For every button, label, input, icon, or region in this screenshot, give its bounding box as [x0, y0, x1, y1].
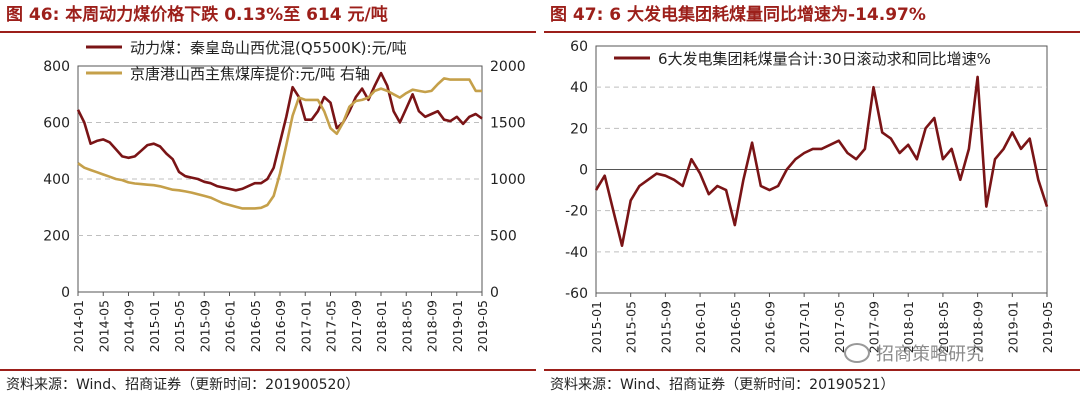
left-x-tick-label: 2018-01 [374, 300, 389, 352]
right-figure-title: 图 47: 6 大发电集团耗煤量同比增速为-14.97% [550, 5, 926, 25]
watermark-label: 招商策略研究 [876, 344, 984, 365]
left-x-tick-label: 2015-09 [197, 300, 212, 352]
right-x-tick-label: 2018-09 [971, 301, 986, 353]
left-y-tick-label: 200 [43, 229, 70, 245]
left-y2-tick-label: 0 [490, 285, 499, 301]
left-source-note: 资料来源：Wind、招商证券（更新时间：201900520） [6, 377, 360, 393]
right-y-tick-label: 20 [570, 121, 588, 137]
right-series-line-0 [594, 75, 1049, 247]
right-chart-panel: 图 47: 6 大发电集团耗煤量同比增速为-14.97% -60 -40 -20 0 2… [544, 0, 1080, 404]
right-x-tick-label: 2019-01 [1005, 301, 1020, 353]
left-x-tick-label: 2017-05 [324, 300, 339, 352]
left-y2-tick-label: 2000 [490, 59, 526, 75]
watermark: 招商策略研究 [844, 342, 984, 368]
right-x-tick-label: 2017-05 [832, 301, 847, 353]
wechat-icon [844, 343, 870, 363]
right-y-tick-label: 60 [570, 39, 588, 55]
left-legend-label-1: 京唐港山西主焦煤库提价:元/吨 右轴 [130, 65, 370, 83]
left-chart-panel: 图 46: 本周动力煤价格下跌 0.13%至 614 元/吨 0 200 400 60… [0, 0, 536, 404]
right-y-tick-label: -20 [565, 204, 588, 220]
left-y-tick-label: 600 [43, 116, 70, 132]
right-source-note: 资料来源：Wind、招商证券（更新时间：20190521） [550, 377, 895, 393]
left-x-tick-label: 2018-05 [399, 300, 414, 352]
left-x-tick-label: 2014-05 [96, 300, 111, 352]
right-x-tick-label: 2016-05 [728, 301, 743, 353]
left-x-tick-label: 2019-05 [475, 300, 490, 352]
right-x-tick-label: 2018-01 [901, 301, 916, 353]
left-x-tick-label: 2016-09 [273, 300, 288, 352]
right-x-tick-label: 2018-05 [936, 301, 951, 353]
right-x-tick-label: 2019-05 [1040, 301, 1055, 353]
right-legend-label-0: 6大发电集团耗煤量合计:30日滚动求和同比增速% [658, 50, 991, 68]
left-series-line-1 [77, 77, 482, 210]
left-x-tick-label: 2014-09 [122, 300, 137, 352]
left-x-tick-label: 2014-01 [71, 300, 86, 352]
left-series-line-0 [76, 71, 483, 192]
right-bottom-rule [544, 369, 1080, 371]
left-y2-tick-label: 500 [490, 229, 517, 245]
right-y-tick-label: 40 [570, 80, 588, 96]
right-x-tick-label: 2017-09 [867, 301, 882, 353]
right-x-tick-label: 2015-09 [658, 301, 673, 353]
left-figure-title: 图 46: 本周动力煤价格下跌 0.13%至 614 元/吨 [6, 5, 388, 25]
right-y-tick-label: -60 [565, 286, 588, 302]
right-x-tick-label: 2016-09 [762, 301, 777, 353]
right-x-tick-label: 2016-01 [693, 301, 708, 353]
left-x-tick-label: 2017-01 [298, 300, 313, 352]
left-chart-svg: 0 200 400 600 800 0 500 1000 1500 2000 2014-01 2014… [43, 39, 526, 352]
right-x-tick-label: 2015-05 [624, 301, 639, 353]
left-y-tick-label: 400 [43, 172, 70, 188]
left-x-tick-label: 2015-01 [147, 300, 162, 352]
left-x-tick-label: 2019-01 [450, 300, 465, 352]
right-y-tick-label: -40 [565, 245, 588, 261]
left-y2-tick-label: 1500 [490, 116, 526, 132]
right-x-tick-label: 2015-01 [589, 301, 604, 353]
left-title-rule [0, 31, 536, 33]
right-y-tick-label: 0 [579, 163, 588, 179]
left-x-tick-label: 2018-09 [425, 300, 440, 352]
left-x-tick-label: 2015-05 [172, 300, 187, 352]
left-y-tick-label: 0 [61, 285, 70, 301]
left-y-tick-label: 800 [43, 59, 70, 75]
left-x-tick-label: 2017-09 [349, 300, 364, 352]
right-title-rule [544, 31, 1080, 33]
left-x-tick-label: 2016-01 [223, 300, 238, 352]
left-bottom-rule [0, 369, 536, 371]
right-x-tick-label: 2017-01 [797, 301, 812, 353]
left-y2-tick-label: 1000 [490, 172, 526, 188]
right-chart-svg: -60 -40 -20 0 20 40 60 2015-01 2015-05 2015-09 201… [565, 39, 1055, 353]
left-x-tick-label: 2016-05 [248, 300, 263, 352]
left-legend-label-0: 动力煤：秦皇岛山西优混(Q5500K):元/吨 [130, 39, 407, 57]
